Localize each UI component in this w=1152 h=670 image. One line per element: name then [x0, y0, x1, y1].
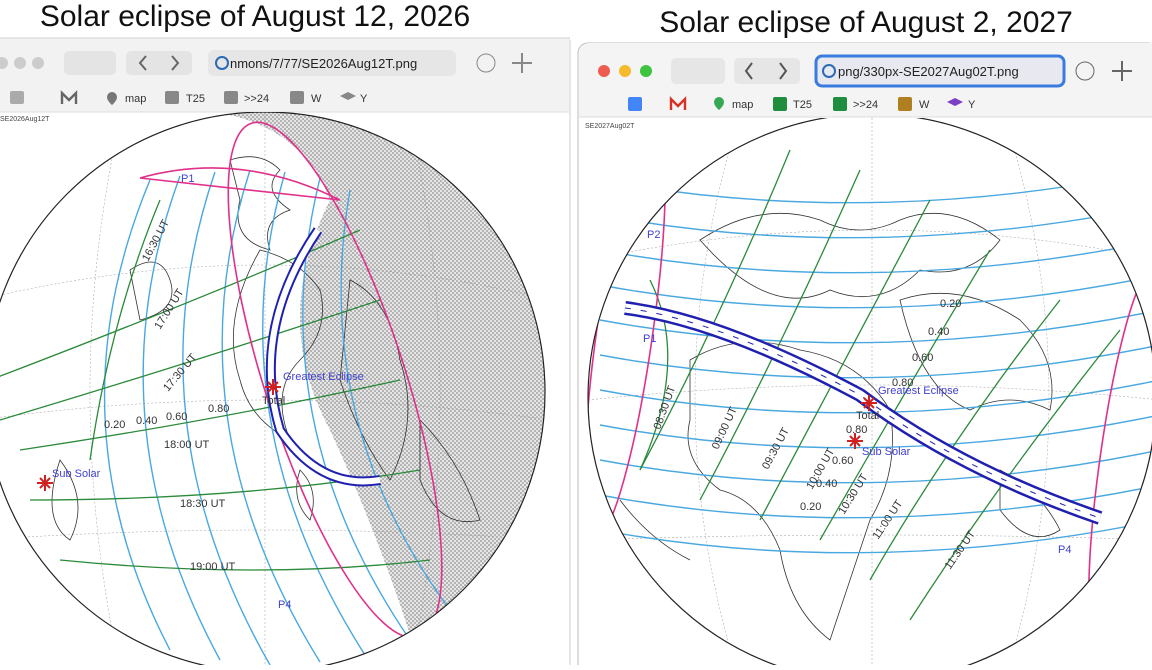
download-button[interactable]	[1075, 61, 1095, 81]
map-label: 0.80	[892, 377, 913, 389]
url: nmons/7/77/SE2026Aug12T.png	[230, 56, 417, 71]
nav-buttons[interactable]	[126, 51, 192, 75]
minimize-button[interactable]	[619, 65, 631, 77]
bookmark[interactable]: >>24	[853, 99, 878, 111]
bookmark[interactable]: map	[125, 93, 146, 105]
window-button[interactable]	[14, 57, 26, 69]
eclipse-map: SE2027Aug02T P2 P1 Greatest Eclipse Tota…	[585, 118, 1152, 665]
map-label: P1	[643, 333, 656, 345]
map-label: 0.80	[846, 424, 867, 436]
map-label: 0.40	[928, 326, 949, 338]
map-code: SE2026Aug12T	[0, 116, 50, 123]
map-label: 18:00 UT	[164, 439, 210, 451]
right-window: Solar eclipse of August 2, 2027 png/330p…	[570, 0, 1152, 670]
bookmark[interactable]: W	[311, 93, 322, 105]
map-label: Sub Solar	[52, 468, 101, 480]
map-label: 0.60	[166, 411, 187, 423]
map-label: Greatest Eclipse	[878, 385, 959, 397]
bookmark[interactable]: W	[919, 99, 930, 111]
bookmark[interactable]: >>24	[244, 93, 269, 105]
map-code: SE2027Aug02T	[585, 123, 635, 130]
map-label: Total	[856, 410, 879, 422]
window-title: Solar eclipse of August 2, 2027	[659, 6, 1073, 39]
map-label: P1	[181, 173, 194, 185]
map-label: 0.80	[208, 403, 229, 415]
left-window: Solar eclipse of August 12, 2026 nmons/7…	[0, 0, 571, 670]
window-button[interactable]	[0, 57, 8, 69]
map-label: 19:00 UT	[190, 561, 236, 573]
map-label: Greatest Eclipse	[283, 371, 364, 383]
sidebar-button[interactable]	[64, 51, 116, 75]
map-label: 0.20	[940, 298, 961, 310]
map-label: 0.60	[832, 455, 853, 467]
map-label: Total	[262, 395, 285, 407]
nav-buttons[interactable]	[734, 58, 800, 84]
bookmark[interactable]: T25	[793, 99, 812, 111]
map-label: 0.40	[136, 415, 157, 427]
download-button[interactable]	[476, 53, 496, 73]
map-label: 0.20	[800, 501, 821, 513]
map-label: P2	[647, 229, 660, 241]
address-bar[interactable]	[208, 50, 456, 76]
bookmark[interactable]: Y	[968, 99, 976, 111]
map-label: 0.20	[104, 419, 125, 431]
url: png/330px-SE2027Aug02T.png	[838, 64, 1019, 79]
bookmark[interactable]: T25	[186, 93, 205, 105]
window-button[interactable]	[32, 57, 44, 69]
close-button[interactable]	[598, 65, 610, 77]
map-label: 0.60	[912, 352, 933, 364]
sidebar-button[interactable]	[671, 58, 725, 84]
zoom-button[interactable]	[640, 65, 652, 77]
bookmark[interactable]: map	[732, 99, 753, 111]
map-label: P4	[1058, 544, 1071, 556]
map-label: 0.40	[816, 478, 837, 490]
map-label: 18:30 UT	[180, 498, 226, 510]
address-bar[interactable]	[814, 54, 1066, 88]
bookmark[interactable]: Y	[360, 93, 368, 105]
map-label: P4	[278, 599, 291, 611]
map-label: Sub Solar	[862, 446, 911, 458]
window-title: Solar eclipse of August 12, 2026	[40, 0, 470, 33]
